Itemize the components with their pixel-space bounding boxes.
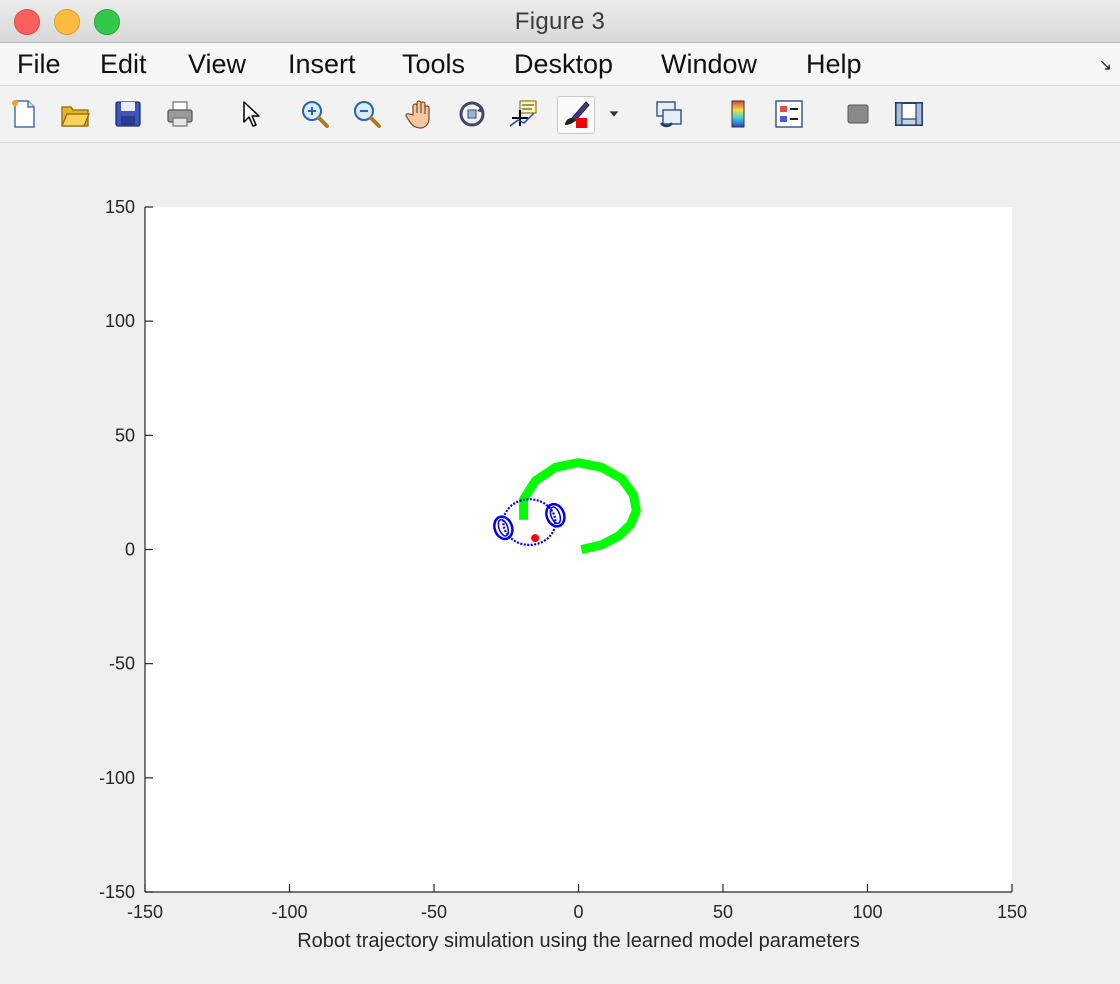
x-tick-label: 150 <box>997 902 1027 922</box>
x-axis-label: Robot trajectory simulation using the le… <box>297 930 860 952</box>
minimize-window-button[interactable] <box>54 9 80 35</box>
robot-wheel-left <box>493 515 514 541</box>
figure-toolbar <box>0 86 1120 143</box>
new-figure-icon[interactable] <box>6 96 42 132</box>
y-tick-label: -150 <box>99 882 135 902</box>
y-tick-label: 50 <box>115 425 135 445</box>
figure-canvas: -150 -100 -50 0 50 100 150 150 100 50 0 -50 -100 -150… <box>0 143 1120 984</box>
colorbar-icon[interactable] <box>720 96 756 132</box>
dock-figure-icon[interactable]: ↘ <box>1098 57 1112 74</box>
menu-file[interactable]: File <box>17 49 61 79</box>
robot-wheel-inner <box>549 506 562 525</box>
menu-desktop[interactable]: Desktop <box>514 49 614 79</box>
plot-area <box>145 207 1012 892</box>
brush-icon[interactable] <box>557 96 595 134</box>
robot-wheel-inner <box>497 518 510 537</box>
legend-icon[interactable] <box>771 96 807 132</box>
pointer-icon[interactable] <box>232 96 268 132</box>
menu-help[interactable]: Help <box>806 49 862 79</box>
open-file-icon[interactable] <box>57 96 93 132</box>
x-tick-label: -50 <box>421 902 447 922</box>
menu-tools[interactable]: Tools <box>402 49 466 79</box>
title-bar[interactable]: Figure 3 <box>0 0 1120 43</box>
x-tick-label: -150 <box>127 902 163 922</box>
zoom-in-icon[interactable] <box>297 96 333 132</box>
menu-view[interactable]: View <box>188 49 247 79</box>
brush-dropdown-icon[interactable] <box>600 96 628 132</box>
y-tick-label: -50 <box>109 654 135 674</box>
y-tick-label: 150 <box>105 197 135 217</box>
menu-insert[interactable]: Insert <box>288 49 356 79</box>
pan-icon[interactable] <box>402 96 438 132</box>
plot-svg: -150 -100 -50 0 50 100 150 150 100 50 0 -50 -100 -150… <box>99 197 1027 952</box>
robot-position-marker <box>531 534 540 543</box>
link-plot-icon[interactable] <box>651 96 687 132</box>
show-plot-tools-icon[interactable] <box>891 96 927 132</box>
menu-window[interactable]: Window <box>661 49 758 79</box>
close-window-button[interactable] <box>14 9 40 35</box>
x-tick-label: 50 <box>713 902 733 922</box>
x-tick-label: 0 <box>573 902 583 922</box>
maximize-window-button[interactable] <box>94 9 120 35</box>
x-tick-label: 100 <box>852 902 882 922</box>
menu-bar: File Edit View Insert Tools Desktop Wind… <box>0 43 1120 86</box>
rotate-3d-icon[interactable] <box>454 96 490 132</box>
y-tick-label: 100 <box>105 311 135 331</box>
y-tick-label: -100 <box>99 768 135 788</box>
menu-edit[interactable]: Edit <box>100 49 147 79</box>
robot-wheel-right <box>545 502 566 528</box>
data-cursor-icon[interactable] <box>506 96 542 132</box>
hide-plot-tools-icon[interactable] <box>840 96 876 132</box>
save-icon[interactable] <box>110 96 146 132</box>
zoom-out-icon[interactable] <box>349 96 385 132</box>
print-icon[interactable] <box>162 96 198 132</box>
window-title: Figure 3 <box>514 8 606 35</box>
x-tick-label: -100 <box>271 902 307 922</box>
y-tick-label: 0 <box>125 540 135 560</box>
